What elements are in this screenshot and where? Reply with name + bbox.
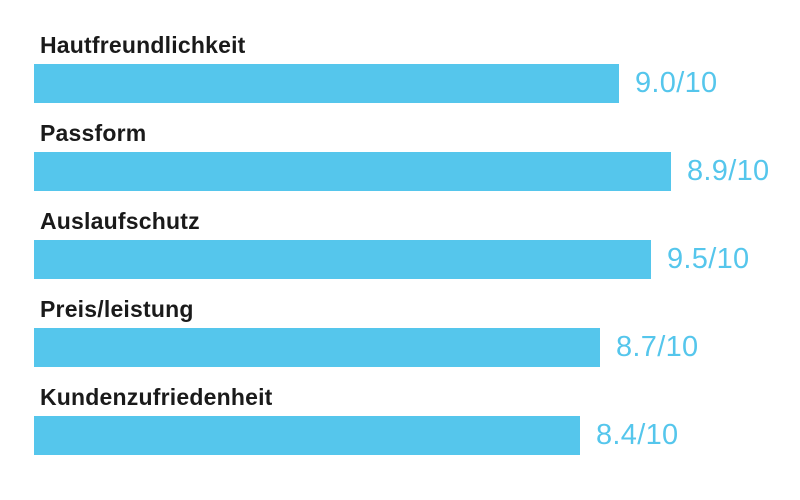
category-label: Passform [40,120,147,146]
category-label: Preis/leistung [40,296,194,322]
bar-line: 8.7/10 [34,328,800,367]
category-label: Kundenzufriedenheit [40,384,273,410]
rating-bar [34,240,651,279]
bar-line: 8.4/10 [34,416,800,455]
chart-row: Passform 8.9/10 [34,121,800,191]
rating-bar [34,152,671,191]
rating-value: 8.7/10 [616,331,699,363]
bar-line: 9.0/10 [34,64,800,103]
rating-bar [34,416,580,455]
category-label: Hautfreundlichkeit [40,32,246,58]
rating-bar [34,328,600,367]
chart-row: Auslaufschutz 9.5/10 [34,209,800,279]
bar-line: 9.5/10 [34,240,800,279]
rating-value: 8.4/10 [596,419,679,451]
chart-row: Hautfreundlichkeit 9.0/10 [34,33,800,103]
rating-value: 9.5/10 [667,243,750,275]
chart-row: Kundenzufriedenheit 8.4/10 [34,385,800,455]
rating-value: 8.9/10 [687,155,770,187]
rating-bar [34,64,619,103]
rating-value: 9.0/10 [635,67,718,99]
chart-row: Preis/leistung 8.7/10 [34,297,800,367]
category-label: Auslaufschutz [40,208,200,234]
bar-line: 8.9/10 [34,152,800,191]
